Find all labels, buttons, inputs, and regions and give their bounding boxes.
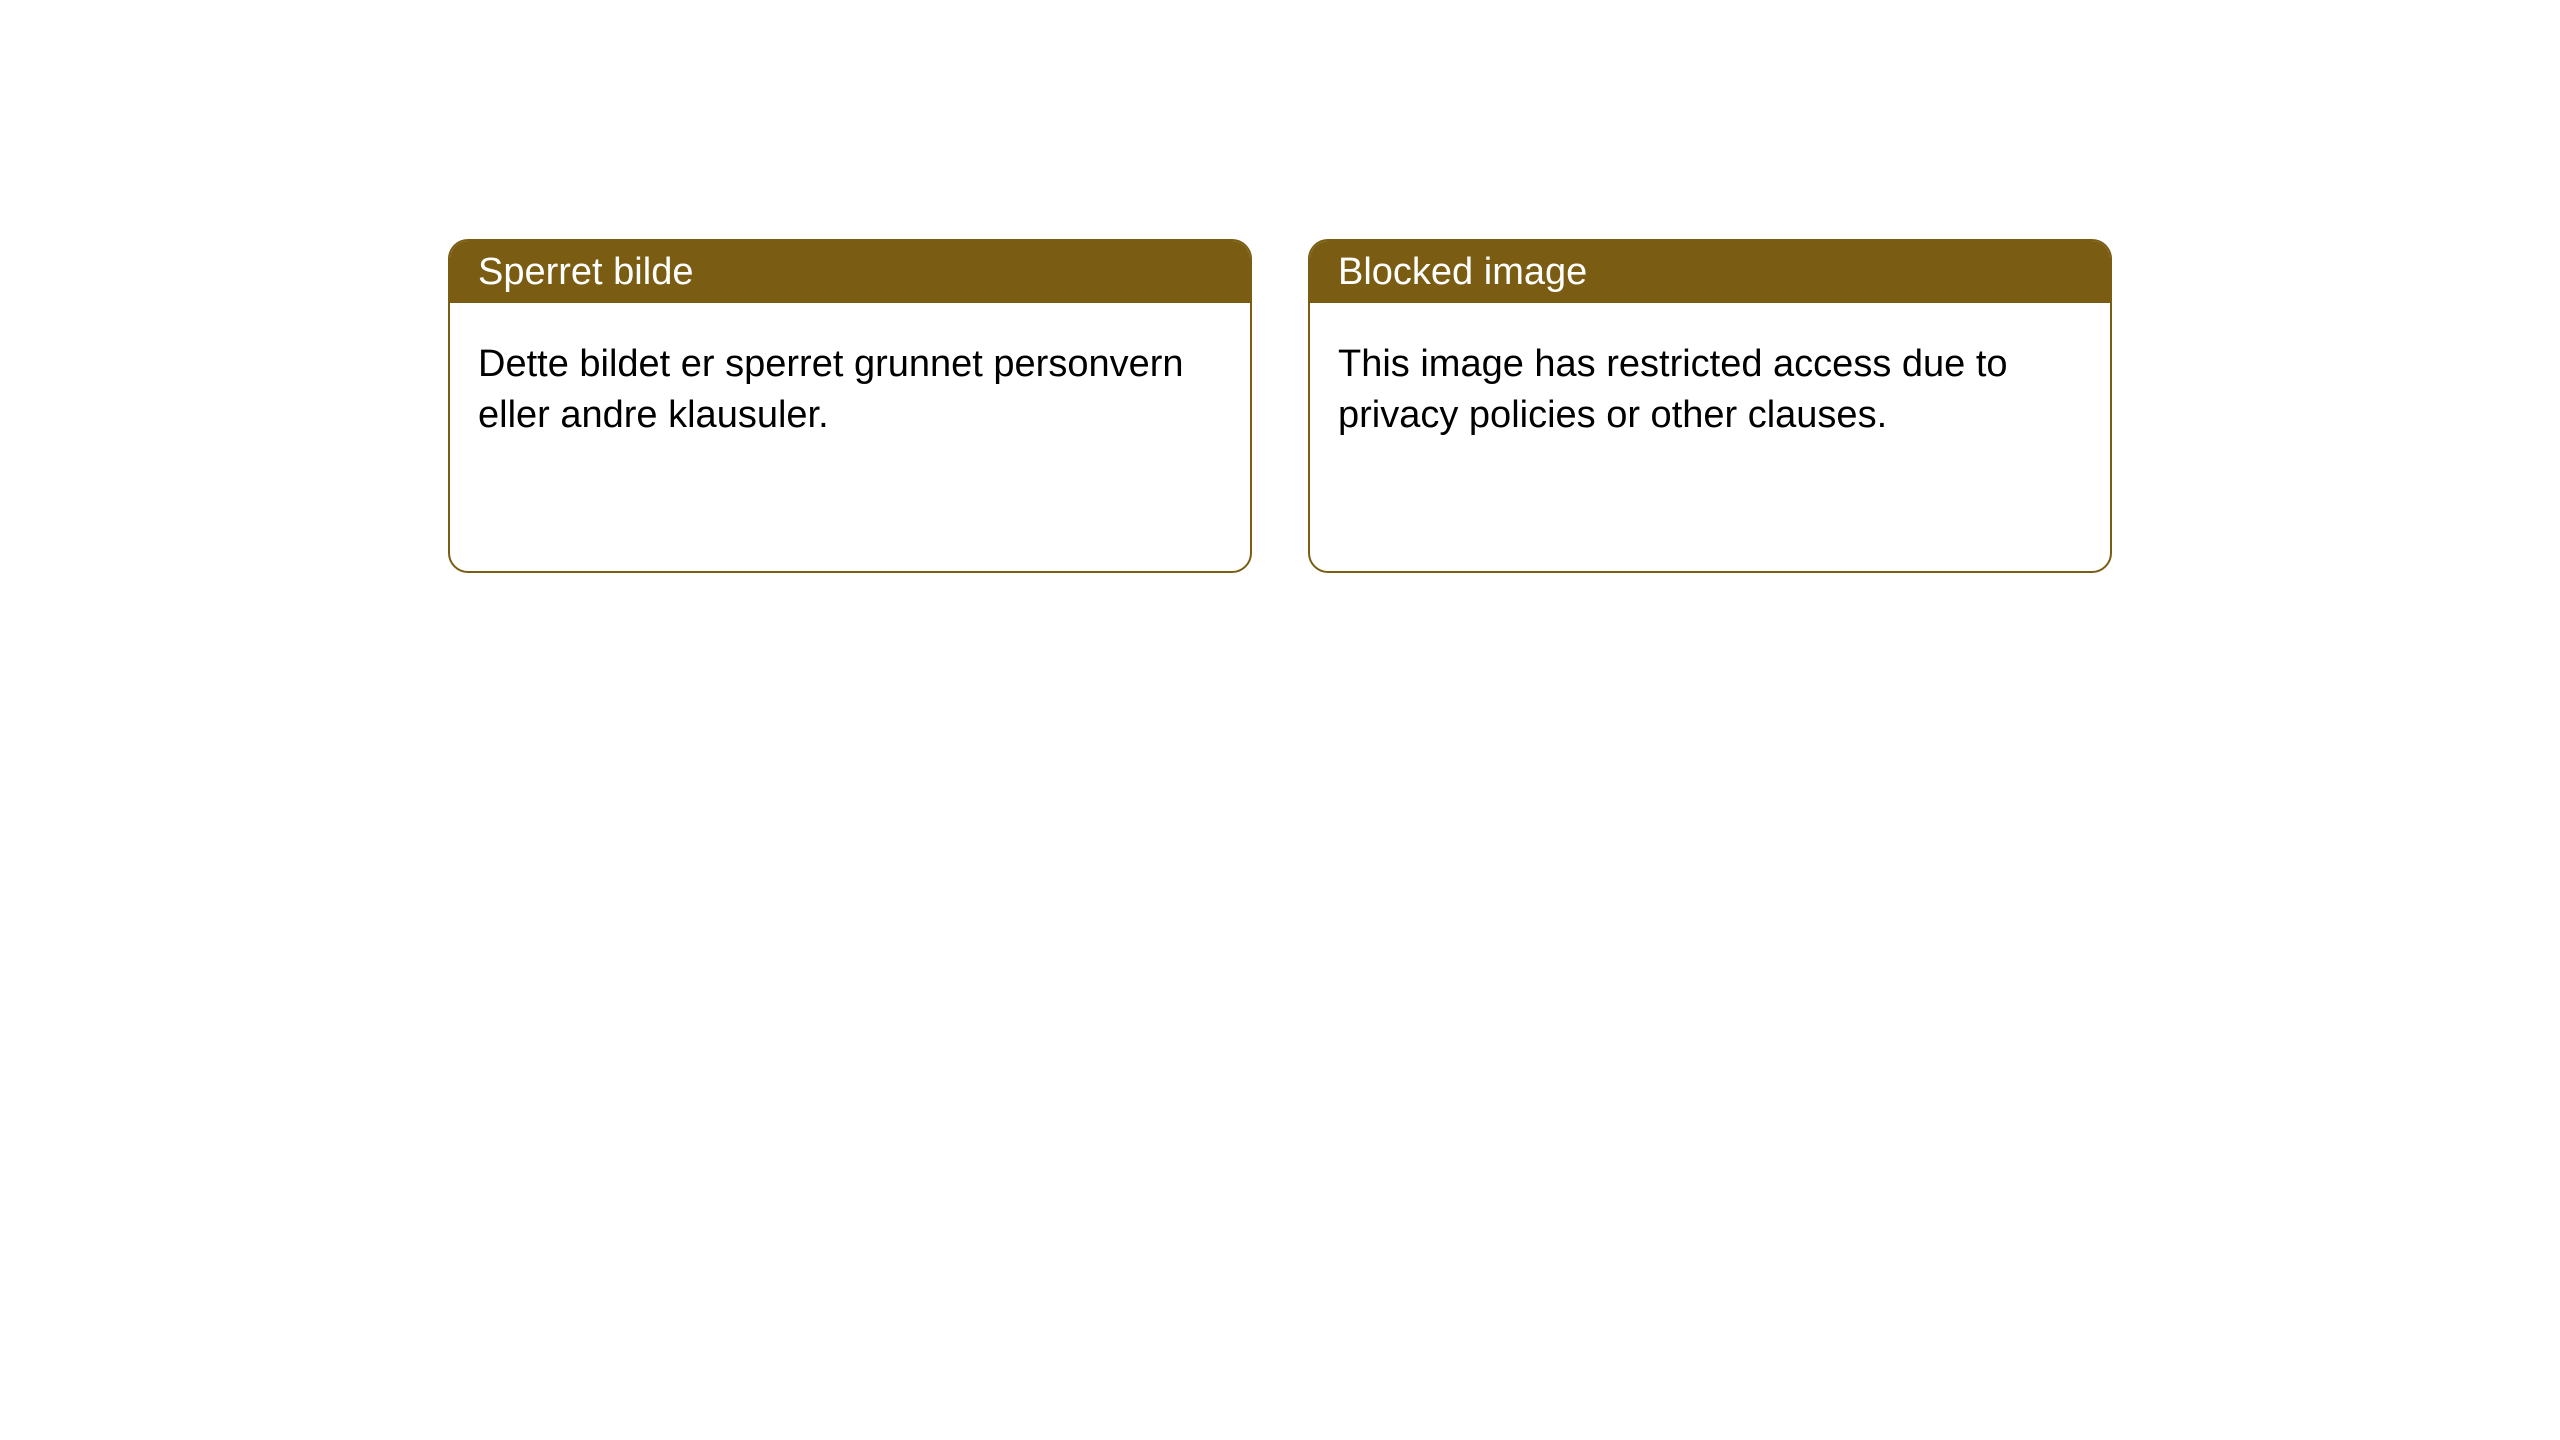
notice-body-english: This image has restricted access due to … [1310, 303, 2110, 478]
notice-text-norwegian: Dette bildet er sperret grunnet personve… [478, 343, 1184, 436]
notice-container: Sperret bilde Dette bildet er sperret gr… [0, 0, 2560, 573]
notice-card-norwegian: Sperret bilde Dette bildet er sperret gr… [448, 239, 1252, 573]
notice-body-norwegian: Dette bildet er sperret grunnet personve… [450, 303, 1250, 478]
notice-card-english: Blocked image This image has restricted … [1308, 239, 2112, 573]
notice-title-norwegian: Sperret bilde [478, 251, 693, 294]
notice-title-english: Blocked image [1338, 251, 1587, 294]
notice-header-english: Blocked image [1310, 241, 2110, 303]
notice-header-norwegian: Sperret bilde [450, 241, 1250, 303]
notice-text-english: This image has restricted access due to … [1338, 343, 2008, 436]
